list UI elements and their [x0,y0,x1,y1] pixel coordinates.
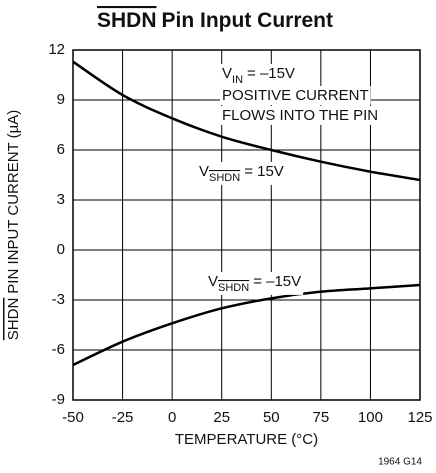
x-tick-label: -50 [62,409,84,426]
label-background [206,271,304,295]
x-tick-label: 125 [407,409,432,426]
figure-note: 1964 G14 [378,457,422,468]
title-overlined: SHDN [97,9,157,32]
x-axis-label: TEMPERATURE (°C) [175,431,318,448]
text-rest: = –15V [247,65,295,82]
text-main: V [199,163,209,180]
series-label: VSHDN = 15V [199,163,284,184]
y-tick-label: -3 [52,291,65,308]
annotation: POSITIVE CURRENT [222,87,369,104]
x-tick-label: 100 [358,409,383,426]
series-line [72,60,421,182]
x-tick-label: 50 [263,409,280,426]
series-label: VSHDN = –15V [208,273,301,294]
text-rest: = 15V [244,163,284,180]
y-tick-label: -9 [52,391,65,408]
text-main: V [208,273,218,290]
text-sub: SHDN [209,172,240,184]
chart-title: SHDN Pin Input Current [97,9,333,32]
x-tick-label: 25 [213,409,230,426]
text-main: V [222,65,232,82]
y-axis-label: SHDN PIN INPUT CURRENT (µA) [5,110,22,340]
x-tick-label: -25 [112,409,134,426]
series-line [72,283,421,367]
label-background [197,161,286,185]
text-sub: SHDN [218,282,249,294]
annotation: VIN = –15V [222,65,295,86]
title-rest: Pin Input Current [162,9,334,32]
y-tick-label: 12 [48,41,65,58]
y-tick-label: 3 [57,191,65,208]
label-background [220,105,381,125]
y-label-overlined: SHDN [5,298,22,341]
text-rest: = –15V [253,273,301,290]
x-tick-label: 0 [168,409,176,426]
y-tick-label: 0 [57,241,65,258]
plot-frame [72,49,421,401]
annotation: FLOWS INTO THE PIN [222,107,378,124]
text-sub: IN [232,74,243,86]
y-tick-label: 6 [57,141,65,158]
y-tick-label: 9 [57,91,65,108]
label-background [220,63,297,87]
label-background [220,85,371,105]
y-tick-label: -6 [52,341,65,358]
y-label-rest: PIN INPUT CURRENT (µA) [5,110,22,294]
x-tick-label: 75 [313,409,330,426]
